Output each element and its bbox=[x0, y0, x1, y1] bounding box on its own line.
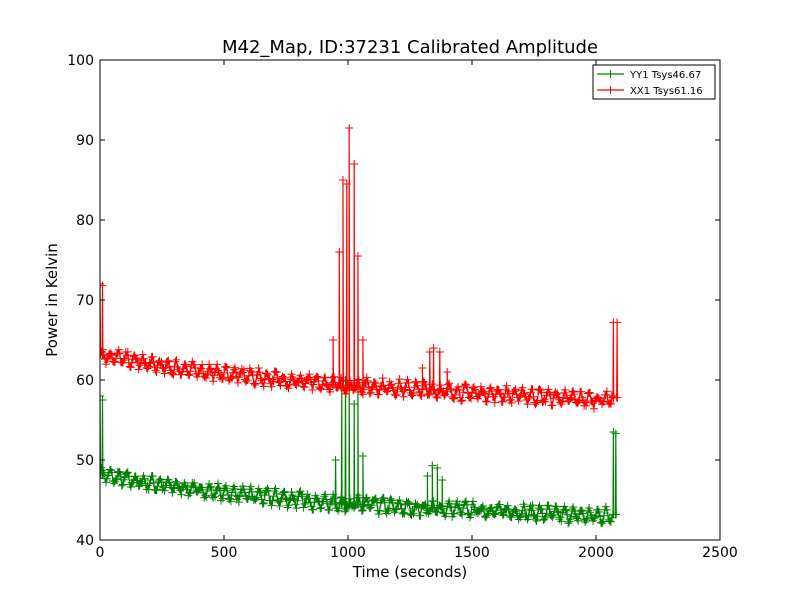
x-tick-label: 2000 bbox=[578, 545, 614, 561]
legend-marker-xx1 bbox=[606, 86, 615, 94]
x-axis-label: Time (seconds) bbox=[352, 563, 468, 581]
legend-item-yy1: YY1 Tsys46.67 bbox=[597, 70, 701, 81]
y-tick-label: 70 bbox=[76, 293, 94, 309]
x-tick-label: 1000 bbox=[330, 545, 366, 561]
legend-item-xx1: XX1 Tsys61.16 bbox=[597, 86, 703, 97]
y-tick-label: 80 bbox=[76, 213, 94, 229]
y-axis-label: Power in Kelvin bbox=[43, 243, 61, 357]
x-tick-label: 2500 bbox=[702, 545, 738, 561]
y-tick-label: 100 bbox=[67, 53, 94, 69]
chart-title: M42_Map, ID:37231 Calibrated Amplitude bbox=[222, 37, 598, 58]
legend-box bbox=[592, 64, 716, 100]
x-tick-label: 500 bbox=[211, 545, 238, 561]
y-tick-label: 40 bbox=[76, 533, 94, 549]
x-tick-label: 0 bbox=[96, 545, 105, 561]
legend: YY1 Tsys46.67 XX1 Tsys61.16 bbox=[592, 64, 716, 100]
plot-frame bbox=[99, 59, 721, 541]
x-tick-label: 1500 bbox=[454, 545, 490, 561]
series-markers-0 bbox=[100, 376, 621, 528]
series-1 bbox=[100, 124, 622, 413]
legend-label-yy1: YY1 Tsys46.67 bbox=[629, 70, 701, 81]
legend-label-xx1: XX1 Tsys61.16 bbox=[630, 86, 703, 97]
y-tick-label: 60 bbox=[76, 373, 94, 389]
series-markers-1 bbox=[100, 124, 622, 413]
y-tick-label: 50 bbox=[76, 453, 94, 469]
series-0 bbox=[100, 376, 621, 528]
plot-area bbox=[100, 124, 622, 528]
x-axis: 0 500 1000 1500 2000 2500 bbox=[96, 60, 738, 561]
y-axis: 40 50 60 70 80 90 100 bbox=[67, 53, 720, 549]
y-tick-label: 90 bbox=[76, 133, 94, 149]
legend-marker-yy1 bbox=[606, 70, 615, 78]
